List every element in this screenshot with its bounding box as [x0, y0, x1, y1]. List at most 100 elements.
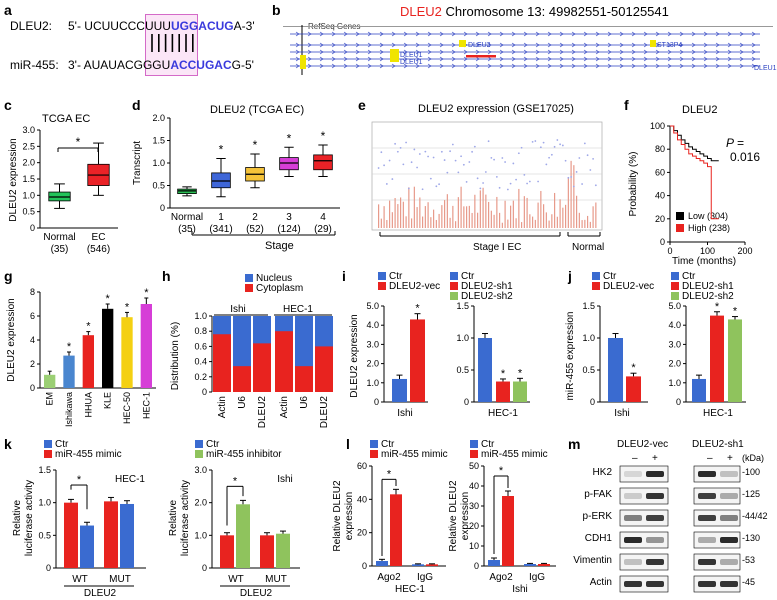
panel-k-left-group: MUT: [109, 574, 131, 585]
strand-arrow: [331, 49, 336, 55]
strand-arrow: [499, 56, 504, 62]
panel-e-point: [575, 171, 578, 173]
panel-j-right-bar: [728, 319, 742, 402]
panel-k-left-group: WT: [72, 574, 88, 585]
western-size-label: -44/42: [742, 511, 768, 521]
strand-arrow: [559, 56, 564, 62]
strand-arrow: [751, 49, 756, 55]
panel-k-left-sig: *: [77, 474, 82, 486]
panel-e-bar: [416, 207, 418, 228]
panel-e-point: [592, 157, 594, 160]
strand-arrow: [751, 56, 756, 62]
strand-arrow: [643, 42, 648, 48]
western-membrane: [619, 531, 669, 549]
panel-label-j: j: [568, 268, 572, 284]
strand-arrow: [307, 31, 312, 37]
strand-arrow: [595, 56, 600, 62]
strand-arrow: [499, 42, 504, 48]
panel-g-y-tick-label: 8: [30, 287, 35, 297]
panel-k-right-y-tick-label: 3.0: [194, 465, 207, 475]
panel-i-right-bar: [478, 338, 492, 402]
strand-arrow: [655, 56, 660, 62]
panel-k-left-y-tick-label: 0.5: [38, 530, 51, 540]
panel-e-bar: [512, 200, 514, 228]
panel-e-point: [465, 181, 468, 183]
panel-g-ylabel: DLEU2 expression: [6, 298, 17, 381]
panel-label-l: l: [346, 436, 350, 452]
panel-h-y-tick-label: 0.6: [194, 341, 207, 351]
panel-g-bar: [63, 355, 75, 388]
panel-h-category: U6: [237, 396, 248, 409]
strand-arrow: [427, 63, 432, 69]
strand-arrow: [343, 31, 348, 37]
panel-c-y-tick-label: 3.0: [22, 125, 35, 135]
strand-arrow: [403, 42, 408, 48]
panel-d-sig: *: [321, 129, 326, 143]
western-band: [646, 515, 664, 521]
panel-i-right-sig: *: [501, 368, 506, 380]
panel-l-right-y-tick-label: 50: [469, 461, 479, 471]
panel-k-left-cell: HEC-1: [115, 474, 145, 485]
strand-arrow: [607, 63, 612, 69]
panel-k-right-y-tick-label: 1.0: [194, 530, 207, 540]
strand-arrow: [307, 63, 312, 69]
panel-e-frame: [371, 121, 603, 231]
panel-e-point: [556, 139, 559, 141]
panel-i-left-group: Ishi: [397, 408, 413, 419]
western-band: [698, 559, 716, 565]
strand-arrow: [403, 63, 408, 69]
panel-d-category: 4: [320, 212, 326, 223]
strand-arrow: [535, 63, 540, 69]
panel-e-bar: [460, 186, 462, 228]
western-band: [624, 537, 642, 543]
panel-e-bar: [378, 204, 380, 228]
panel-e-point: [418, 153, 421, 155]
dleu2-highlight: [466, 55, 496, 58]
strand-arrow: [475, 31, 480, 37]
panel-l-right-y-tick-label: 30: [469, 501, 479, 511]
panel-e-point: [396, 150, 399, 153]
panel-l-left-group: IgG: [417, 572, 433, 583]
panel-e-bar: [595, 202, 597, 228]
strand-arrow: [499, 49, 504, 55]
strand-arrow: [523, 31, 528, 37]
panel-d-category: 3: [286, 212, 292, 223]
panel-e-bar: [529, 214, 531, 228]
panel-f-legend-swatch: [676, 212, 684, 220]
panel-e-point: [564, 159, 567, 162]
panel-label-e: e: [358, 97, 366, 113]
panel-e-bar: [449, 217, 451, 228]
panel-i-left-bar: [392, 378, 407, 402]
panel-e-bar: [493, 214, 495, 228]
panel-e-bar: [452, 205, 454, 228]
strand-arrow: [679, 42, 684, 48]
panel-l-left-y-tick-label: 0: [362, 561, 367, 571]
panel-e-bar: [540, 190, 542, 228]
strand-arrow: [439, 31, 444, 37]
panel-e-bar: [556, 216, 558, 228]
panel-h-legend-label: Nucleus: [256, 273, 292, 284]
panel-e-point: [534, 140, 537, 142]
panel-h-cytoplasm-bar: [295, 366, 313, 392]
panel-e-point: [391, 178, 394, 180]
panel-l-left-bar: [412, 564, 424, 566]
panel-l-left-sig: *: [387, 468, 392, 480]
panel-l-left-y-tick-label: 60: [357, 461, 367, 471]
exon-block: [390, 49, 399, 62]
dleu2-seq-label: DLEU2:: [10, 19, 53, 33]
panel-e-bar: [504, 200, 506, 228]
panel-k-right-y-tick-label: 2.0: [194, 498, 207, 508]
panel-e-point: [413, 148, 416, 151]
strand-arrow: [367, 42, 372, 48]
strand-arrow: [427, 31, 432, 37]
panel-l-right-bar: [488, 560, 500, 566]
panel-j-right-group: HEC-1: [703, 408, 733, 419]
strand-arrow: [487, 63, 492, 69]
strand-arrow: [631, 49, 636, 55]
panel-e-point: [402, 163, 405, 166]
strand-arrow: [451, 31, 456, 37]
panel-l-left-legend-swatch: [370, 450, 378, 458]
panel-h-y-tick-label: 0.4: [194, 357, 207, 367]
strand-arrow: [439, 49, 444, 55]
western-sign-1: –: [632, 453, 638, 464]
